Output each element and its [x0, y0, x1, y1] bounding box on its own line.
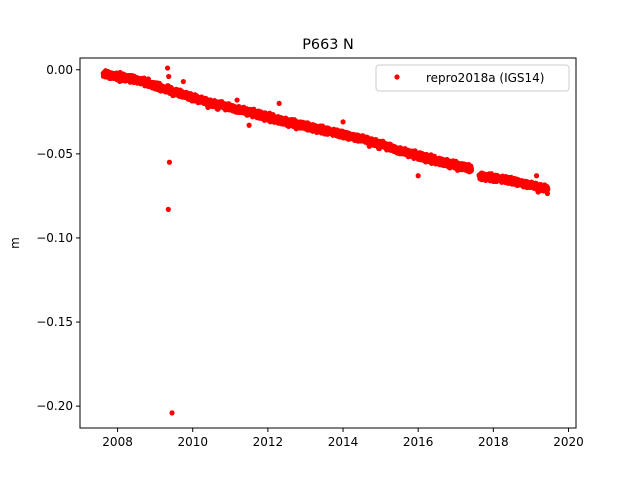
- legend-label: repro2018a (IGS14): [426, 71, 544, 85]
- y-tick-label: −0.15: [36, 315, 73, 329]
- data-point: [166, 73, 172, 80]
- plot-frame: [79, 57, 577, 429]
- data-point: [246, 122, 252, 128]
- x-tick-label: 2016: [403, 435, 434, 449]
- data-point: [276, 100, 282, 107]
- ticks-layer: 2008 2010 2012 2014 2016 2018 2020 0.00 −0.05 −0.…: [36, 63, 584, 449]
- data-points-layer: [100, 65, 551, 416]
- data-point: [340, 119, 346, 125]
- chart-title: P663 N: [302, 37, 354, 53]
- x-tick-label: 2014: [328, 435, 359, 449]
- legend-box: [375, 64, 570, 92]
- data-point: [180, 78, 186, 85]
- y-axis-label: m: [8, 237, 22, 249]
- legend: repro2018a (IGS14): [375, 64, 570, 92]
- legend-marker: [394, 74, 400, 80]
- data-point: [533, 173, 540, 179]
- y-tick-label: −0.20: [36, 399, 73, 413]
- x-tick-label: 2008: [102, 435, 133, 449]
- data-point: [456, 166, 463, 172]
- y-tick-label: 0.00: [46, 63, 73, 77]
- data-point: [545, 186, 551, 193]
- x-tick-label: 2012: [253, 435, 284, 449]
- data-point: [544, 190, 551, 197]
- data-point: [165, 206, 171, 212]
- y-tick-label: −0.10: [36, 231, 73, 245]
- data-point: [234, 97, 240, 103]
- x-tick-label: 2020: [553, 435, 584, 449]
- data-point: [415, 173, 421, 179]
- data-point: [468, 166, 474, 172]
- data-point: [164, 65, 171, 71]
- y-tick-label: −0.05: [36, 147, 73, 161]
- data-point: [166, 159, 173, 165]
- x-tick-label: 2018: [478, 435, 509, 449]
- x-tick-label: 2010: [177, 435, 208, 449]
- data-point: [169, 410, 175, 416]
